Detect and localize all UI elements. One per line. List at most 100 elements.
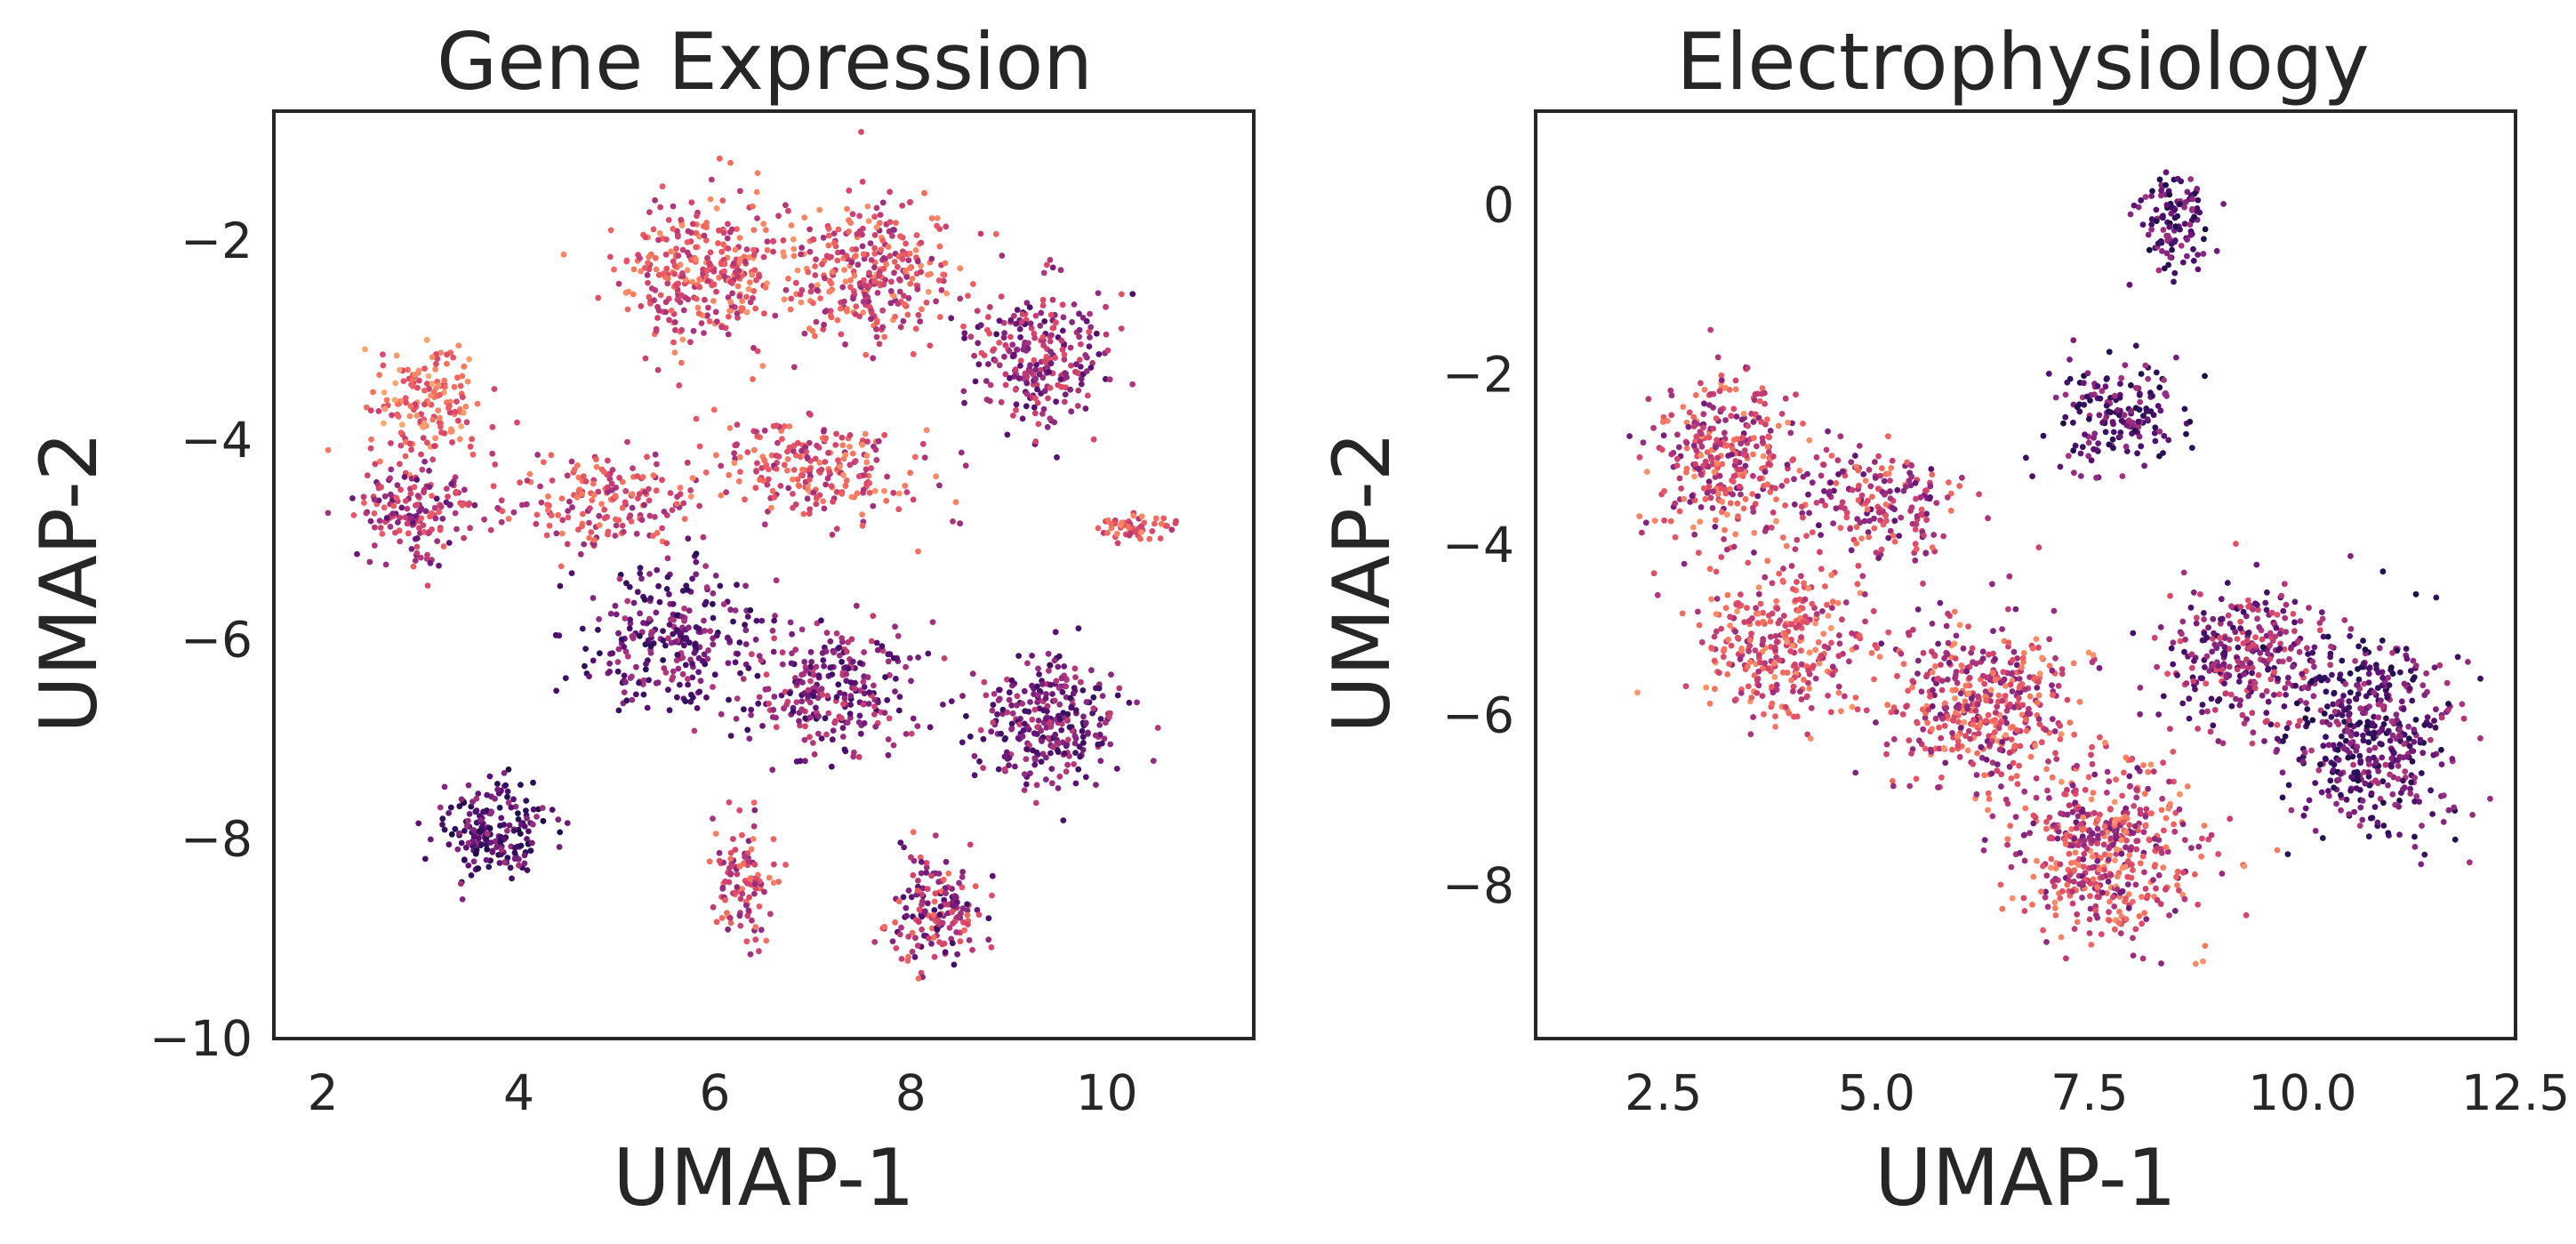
data-point <box>325 510 332 517</box>
data-point <box>413 535 421 542</box>
data-point <box>682 698 689 704</box>
data-point <box>798 706 806 713</box>
data-point <box>781 296 788 303</box>
data-point <box>1900 661 1907 667</box>
data-point <box>710 641 717 648</box>
data-point <box>397 366 403 373</box>
data-point <box>1011 312 1017 319</box>
data-point <box>1097 716 1104 722</box>
data-point <box>912 935 919 942</box>
data-point <box>702 563 709 569</box>
data-point <box>1754 610 1761 617</box>
data-point <box>1645 396 1652 403</box>
data-point <box>1729 477 1735 484</box>
data-point <box>2035 678 2042 686</box>
data-point <box>2017 682 2024 689</box>
data-point <box>742 854 748 860</box>
data-point <box>1818 566 1825 573</box>
data-point <box>634 473 640 479</box>
data-point <box>2079 895 2085 901</box>
data-point <box>1882 512 1890 519</box>
data-point <box>2127 847 2134 854</box>
data-point <box>1654 591 1661 598</box>
data-point <box>859 441 866 448</box>
data-point <box>820 325 827 333</box>
data-point <box>1788 621 1795 628</box>
data-point <box>2071 926 2078 932</box>
data-point <box>1737 655 1744 662</box>
data-point <box>819 691 825 698</box>
data-point <box>629 673 635 680</box>
data-point <box>646 497 653 504</box>
data-point <box>1927 483 1934 490</box>
data-point <box>2081 837 2088 844</box>
data-point <box>1963 668 1970 675</box>
data-point <box>2088 796 2095 803</box>
data-point <box>507 864 514 871</box>
data-point <box>809 740 816 746</box>
data-point <box>2133 846 2140 853</box>
data-point <box>638 302 645 309</box>
data-point <box>530 779 536 786</box>
data-point <box>840 471 847 478</box>
data-point <box>919 902 925 908</box>
data-point <box>464 378 471 385</box>
data-point <box>763 227 769 233</box>
data-point <box>1722 605 1729 612</box>
data-point <box>1794 579 1800 585</box>
data-point <box>1905 687 1912 694</box>
data-point <box>761 457 768 464</box>
data-point <box>646 615 653 622</box>
data-point <box>566 498 573 505</box>
data-point <box>1796 467 1803 474</box>
data-point <box>732 246 739 253</box>
data-point <box>1742 495 1749 502</box>
data-point <box>1697 430 1705 437</box>
data-point <box>1883 741 1890 748</box>
data-point <box>942 949 949 956</box>
data-point <box>1773 638 1780 646</box>
data-point <box>526 470 534 478</box>
data-point <box>380 362 387 369</box>
data-point <box>846 187 853 194</box>
data-point <box>1075 766 1082 773</box>
data-point <box>1063 741 1071 748</box>
data-point <box>902 482 909 489</box>
data-point <box>1681 560 1688 567</box>
data-point <box>1693 433 1700 440</box>
data-point <box>742 641 750 647</box>
data-point <box>807 226 813 233</box>
data-point <box>848 636 855 643</box>
data-point <box>919 926 925 933</box>
data-point <box>1925 706 1932 713</box>
data-point <box>2036 670 2043 677</box>
data-point <box>802 758 808 765</box>
data-point <box>2070 419 2076 426</box>
data-point <box>1047 415 1054 421</box>
data-point <box>2094 382 2101 389</box>
data-point <box>693 558 700 566</box>
data-point <box>679 246 686 253</box>
data-point <box>1896 533 1903 539</box>
data-point <box>908 678 914 685</box>
data-point <box>1757 659 1763 666</box>
data-point <box>376 372 382 378</box>
data-point <box>1853 540 1860 547</box>
data-point <box>621 644 628 650</box>
data-point <box>652 254 659 261</box>
data-point <box>1701 400 1707 407</box>
data-point <box>2141 910 2148 917</box>
data-point <box>1021 771 1028 777</box>
data-point <box>918 269 925 276</box>
data-point <box>486 863 493 871</box>
data-point <box>861 684 868 690</box>
data-point <box>1745 683 1752 690</box>
data-point <box>1049 296 1056 303</box>
data-point <box>735 478 742 485</box>
data-point <box>871 682 877 689</box>
data-point <box>818 617 824 624</box>
data-point <box>2202 226 2209 233</box>
data-point <box>2010 648 2018 655</box>
data-point <box>903 904 910 911</box>
data-point <box>1059 720 1065 727</box>
